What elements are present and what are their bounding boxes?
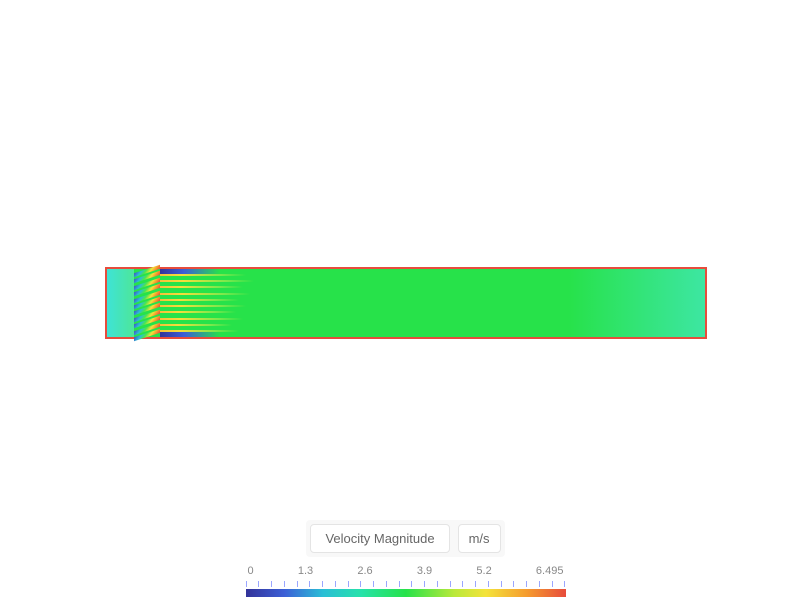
legend-tick <box>386 581 387 587</box>
legend-tick <box>309 581 310 587</box>
legend-tick <box>373 581 374 587</box>
legend-tick <box>437 581 438 587</box>
legend-tick <box>322 581 323 587</box>
jet-region <box>160 274 250 332</box>
legend-tick <box>450 581 451 587</box>
legend-tick <box>462 581 463 587</box>
jet-streak <box>160 305 246 307</box>
legend-tick <box>271 581 272 587</box>
legend-unit-pill[interactable]: m/s <box>458 524 501 553</box>
jet-streak <box>160 293 250 295</box>
legend-tick <box>475 581 476 587</box>
jet-streak <box>160 274 246 276</box>
legend-tick <box>513 581 514 587</box>
jet-streak <box>160 324 232 326</box>
legend-tick <box>564 581 565 587</box>
legend-tick <box>258 581 259 587</box>
legend-color-bar <box>246 589 566 597</box>
legend-tick <box>360 581 361 587</box>
legend-tick-label: 3.9 <box>417 565 432 577</box>
legend-tick <box>399 581 400 587</box>
legend-tick-label: 6.495 <box>536 565 564 577</box>
jet-streak <box>160 280 254 282</box>
simulation-viewport[interactable] <box>0 0 811 609</box>
legend-tick <box>348 581 349 587</box>
inlet-region <box>107 269 134 337</box>
legend-scale: 0 1.3 2.6 3.9 5.2 6.495 <box>246 565 566 597</box>
legend-tick <box>297 581 298 587</box>
legend-tick <box>501 581 502 587</box>
jet-streak <box>160 286 243 288</box>
legend-tick <box>411 581 412 587</box>
legend-tick <box>539 581 540 587</box>
grille <box>134 269 160 337</box>
legend-tick-marks <box>246 581 566 589</box>
legend-tick <box>552 581 553 587</box>
legend-tick <box>424 581 425 587</box>
jet-streak <box>160 311 236 313</box>
color-legend: Velocity Magnitude m/s 0 1.3 2.6 3.9 5.2 6.49… <box>0 520 811 597</box>
legend-tick-label: 5.2 <box>476 565 491 577</box>
legend-tick <box>335 581 336 587</box>
legend-tick-label: 2.6 <box>357 565 372 577</box>
legend-tick <box>284 581 285 587</box>
legend-variable-pill[interactable]: Velocity Magnitude <box>310 524 449 553</box>
legend-tick-labels: 0 1.3 2.6 3.9 5.2 6.495 <box>246 565 566 581</box>
legend-tick-label: 1.3 <box>298 565 313 577</box>
jet-streak <box>160 299 239 301</box>
legend-tick <box>488 581 489 587</box>
legend-tick <box>246 581 247 587</box>
jet-streak <box>160 330 239 332</box>
legend-labels: Velocity Magnitude m/s <box>306 520 504 557</box>
legend-tick-label: 0 <box>248 565 254 577</box>
jet-streak <box>160 318 243 320</box>
legend-tick <box>526 581 527 587</box>
